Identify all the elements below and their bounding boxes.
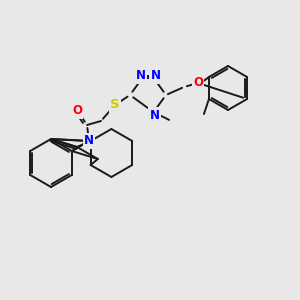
Text: N: N (151, 69, 160, 82)
Text: N: N (135, 69, 146, 82)
Text: O: O (72, 104, 82, 118)
Text: N: N (150, 109, 160, 122)
Text: N: N (84, 134, 94, 148)
Text: S: S (110, 98, 120, 112)
Text: O: O (193, 76, 203, 89)
